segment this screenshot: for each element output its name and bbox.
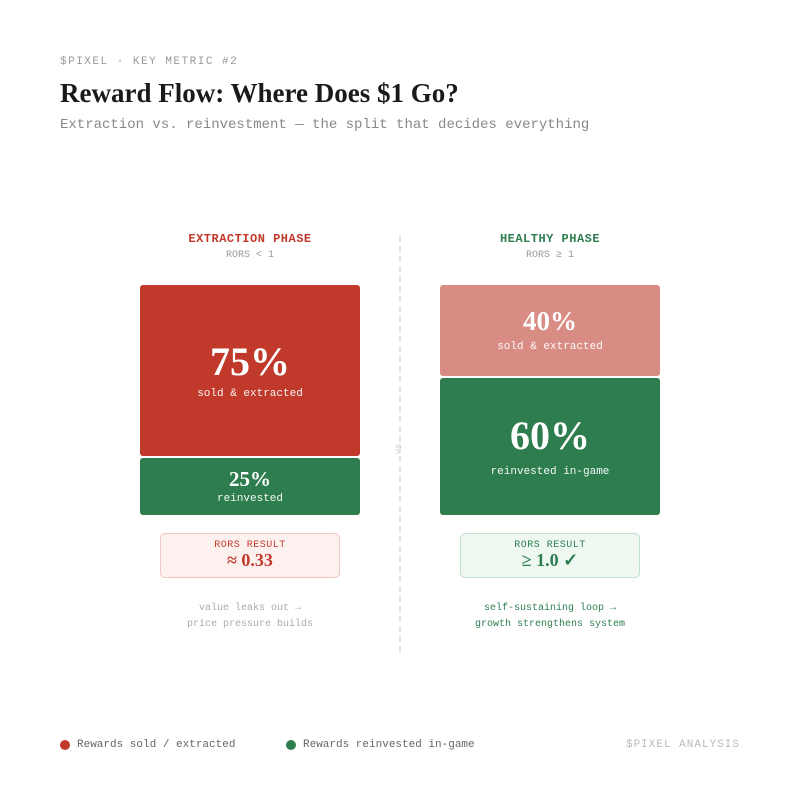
page-title: Reward Flow: Where Does $1 Go? bbox=[60, 78, 459, 108]
credit-label: $PIXEL ANALYSIS bbox=[625, 739, 740, 751]
healthy-extracted-caption: sold & extracted bbox=[497, 341, 603, 353]
kicker: $PIXEL · KEY METRIC #2 bbox=[60, 56, 239, 68]
legend-swatch-extracted bbox=[60, 740, 70, 750]
extraction-reinvested-percent: 25% bbox=[229, 466, 271, 491]
healthy-extracted-bar: 40% sold & extracted bbox=[440, 285, 660, 376]
center-divider bbox=[399, 236, 401, 652]
healthy-note-line-1: self-sustaining loop → bbox=[483, 603, 617, 614]
extraction-reinvested-caption: reinvested bbox=[216, 492, 283, 505]
extraction-extracted-percent: 75% bbox=[210, 338, 290, 384]
extraction-note-line-1: value leaks out → bbox=[198, 603, 302, 614]
healthy-phase-title: HEALTHY PHASE bbox=[499, 232, 601, 246]
healthy-extracted-percent: 40% bbox=[523, 306, 577, 336]
page-subtitle: Extraction vs. reinvestment — the split … bbox=[60, 117, 590, 133]
legend-label-extracted: Rewards sold / extracted bbox=[77, 739, 236, 751]
extraction-reinvested-bar: 25% reinvested bbox=[140, 458, 360, 515]
legend-label-reinvested: Rewards reinvested in-game bbox=[303, 739, 475, 751]
legend-item-reinvested: Rewards reinvested in-game bbox=[286, 739, 475, 751]
extraction-extracted-bar: 75% sold & extracted bbox=[140, 285, 360, 456]
extraction-note-line-2: price pressure builds bbox=[186, 619, 314, 630]
extraction-phase-title: EXTRACTION PHASE bbox=[188, 232, 312, 246]
legend-swatch-reinvested bbox=[286, 740, 296, 750]
vs-label: vs bbox=[394, 443, 404, 455]
extraction-result-box: RORS RESULT ≈ 0.33 bbox=[160, 533, 340, 578]
extraction-extracted-caption: sold & extracted bbox=[197, 387, 303, 400]
legend-item-extracted: Rewards sold / extracted bbox=[60, 739, 235, 751]
healthy-result-value: ≥ 1.0 ✓ bbox=[521, 550, 579, 571]
healthy-reinvested-bar: 60% reinvested in-game bbox=[440, 378, 660, 515]
extraction-result-label: RORS RESULT bbox=[214, 540, 286, 552]
extraction-condition: RORS < 1 bbox=[225, 250, 274, 261]
extraction-result-value: ≈ 0.33 bbox=[227, 550, 273, 571]
healthy-note-line-2: growth strengthens system bbox=[474, 619, 626, 630]
healthy-reinvested-caption: reinvested in-game bbox=[490, 465, 610, 478]
healthy-result-box: RORS RESULT ≥ 1.0 ✓ bbox=[460, 533, 640, 578]
healthy-result-label: RORS RESULT bbox=[514, 540, 586, 552]
healthy-condition: RORS ≥ 1 bbox=[525, 250, 574, 261]
healthy-reinvested-percent: 60% bbox=[510, 412, 590, 458]
